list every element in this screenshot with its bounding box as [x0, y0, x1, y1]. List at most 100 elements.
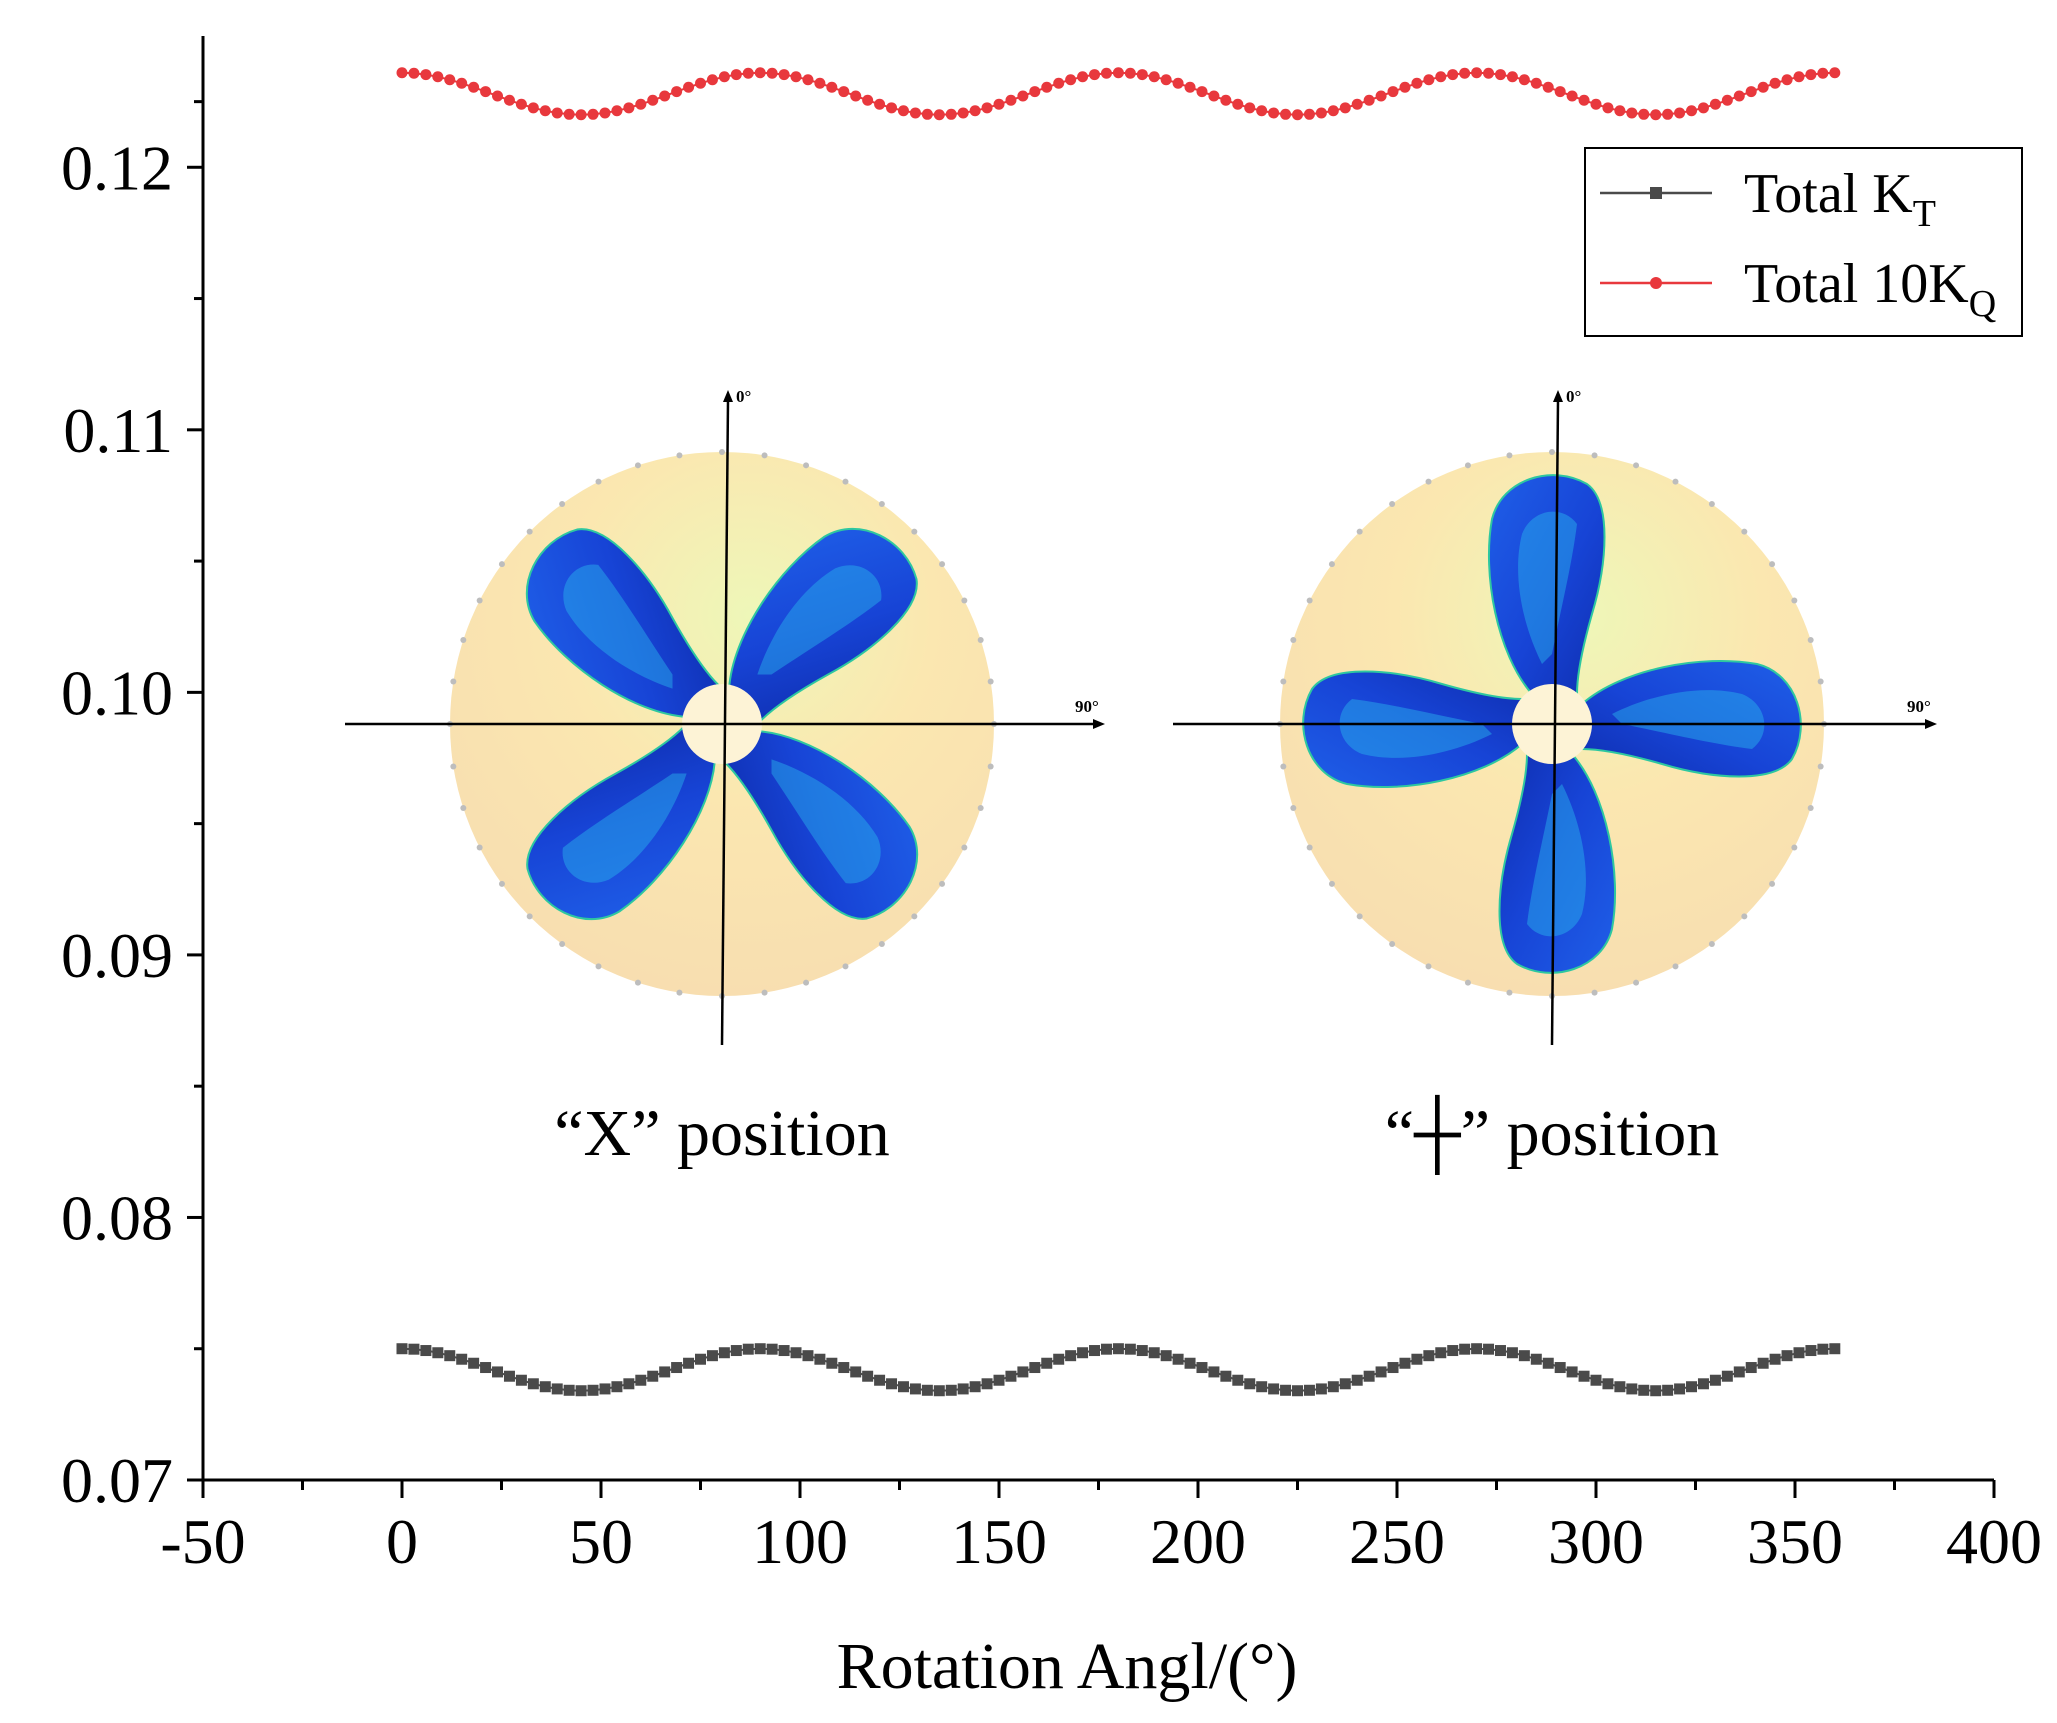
data-point: [1017, 1366, 1029, 1378]
disk-rim-dot: [1708, 941, 1715, 948]
data-point: [945, 1384, 957, 1396]
data-point: [1662, 108, 1674, 120]
data-point: [1315, 1383, 1327, 1395]
data-point: [981, 1378, 993, 1390]
disk-rim-dot: [1425, 963, 1432, 970]
inset-caption: “┼” position: [1385, 1094, 1720, 1176]
data-point: [1160, 1350, 1172, 1362]
data-point: [1793, 1347, 1805, 1359]
data-point: [802, 1350, 814, 1362]
data-point: [1256, 1381, 1268, 1393]
data-point: [1327, 105, 1339, 117]
data-point: [1674, 107, 1686, 119]
disk-rim-dot: [1280, 763, 1287, 770]
disk-rim-dot: [1769, 561, 1776, 568]
data-point: [444, 74, 456, 86]
data-point: [1769, 77, 1781, 89]
inset-vertical-axis: [1550, 399, 1560, 1046]
disk-rim-dot: [1290, 636, 1297, 643]
disk-rim-dot: [450, 678, 457, 685]
data-point: [1100, 1343, 1112, 1355]
data-point: [1494, 1345, 1506, 1357]
data-point: [778, 1345, 790, 1357]
legend-marker-total-10kq: [1650, 277, 1662, 289]
data-point: [1435, 1347, 1447, 1359]
x-tick-label: 0: [386, 1506, 418, 1577]
data-point: [432, 71, 444, 83]
data-point: [886, 1378, 898, 1390]
disk-rim-dot: [803, 979, 810, 986]
data-point: [993, 98, 1005, 110]
disk-rim-dot: [1791, 597, 1798, 604]
data-point: [933, 109, 945, 121]
disk-rim-dot: [911, 528, 918, 535]
disk-rim-dot: [634, 462, 641, 469]
disk-rim-dot: [761, 989, 768, 996]
data-point: [551, 107, 563, 119]
data-point: [1471, 1343, 1483, 1355]
data-point: [766, 67, 778, 79]
data-point: [468, 81, 480, 93]
data-point: [1112, 67, 1124, 79]
data-point: [1077, 71, 1089, 83]
data-point: [611, 105, 623, 117]
data-point: [1829, 67, 1841, 79]
data-point: [480, 1362, 492, 1374]
data-point: [1638, 1384, 1650, 1396]
disk-rim-dot: [1817, 678, 1824, 685]
data-point: [1363, 1370, 1375, 1382]
disk-rim-dot: [1306, 597, 1313, 604]
data-point: [778, 69, 790, 81]
data-point: [683, 81, 695, 93]
data-point: [1686, 1381, 1698, 1393]
x-tick-label: 100: [752, 1506, 848, 1577]
data-point: [1483, 67, 1495, 79]
data-point: [659, 1366, 671, 1378]
legend-frame: [1584, 147, 2023, 337]
data-point: [1172, 1353, 1184, 1365]
data-point: [1220, 1370, 1232, 1382]
data-point: [659, 90, 671, 102]
legend: Total KT Total 10KQ: [1584, 147, 2023, 337]
disk-rim-dot: [1807, 636, 1814, 643]
data-point: [957, 107, 969, 119]
data-point: [635, 98, 647, 110]
data-point: [408, 1343, 420, 1355]
data-point: [730, 1345, 742, 1357]
data-point: [1005, 1370, 1017, 1382]
disk-rim-dot: [634, 979, 641, 986]
inset-angle-label-top: 0°: [736, 387, 751, 406]
data-point: [1817, 67, 1829, 79]
disk-rim-dot: [1389, 500, 1396, 507]
data-point: [838, 1362, 850, 1374]
data-point: [1196, 86, 1208, 98]
data-point: [1387, 86, 1399, 98]
data-point: [1554, 86, 1566, 98]
data-point: [802, 74, 814, 86]
data-point: [945, 108, 957, 120]
data-point: [695, 1353, 706, 1365]
inset-vertical-arrow: [723, 390, 733, 402]
data-point: [1447, 1345, 1459, 1357]
data-point: [790, 1347, 802, 1359]
data-point: [396, 1343, 408, 1355]
data-point: [1327, 1381, 1339, 1393]
disk-rim-dot: [1633, 979, 1640, 986]
legend-label-total-10kq: Total 10KQ: [1744, 253, 1996, 325]
disk-rim-dot: [878, 941, 885, 948]
x-tick-label: 350: [1747, 1506, 1843, 1577]
data-point: [1315, 107, 1327, 119]
data-point: [706, 74, 718, 86]
data-point: [599, 107, 611, 119]
data-point: [1136, 69, 1148, 81]
data-point: [1256, 105, 1268, 117]
disk-rim-dot: [676, 989, 683, 996]
x-tick-label: 150: [951, 1506, 1047, 1577]
data-point: [862, 94, 874, 106]
data-point: [826, 1357, 838, 1369]
data-point: [1184, 81, 1196, 93]
disk-rim-dot: [1425, 478, 1432, 485]
data-point: [1733, 1366, 1745, 1378]
disk-rim-dot: [559, 500, 566, 507]
data-point: [1148, 71, 1160, 83]
